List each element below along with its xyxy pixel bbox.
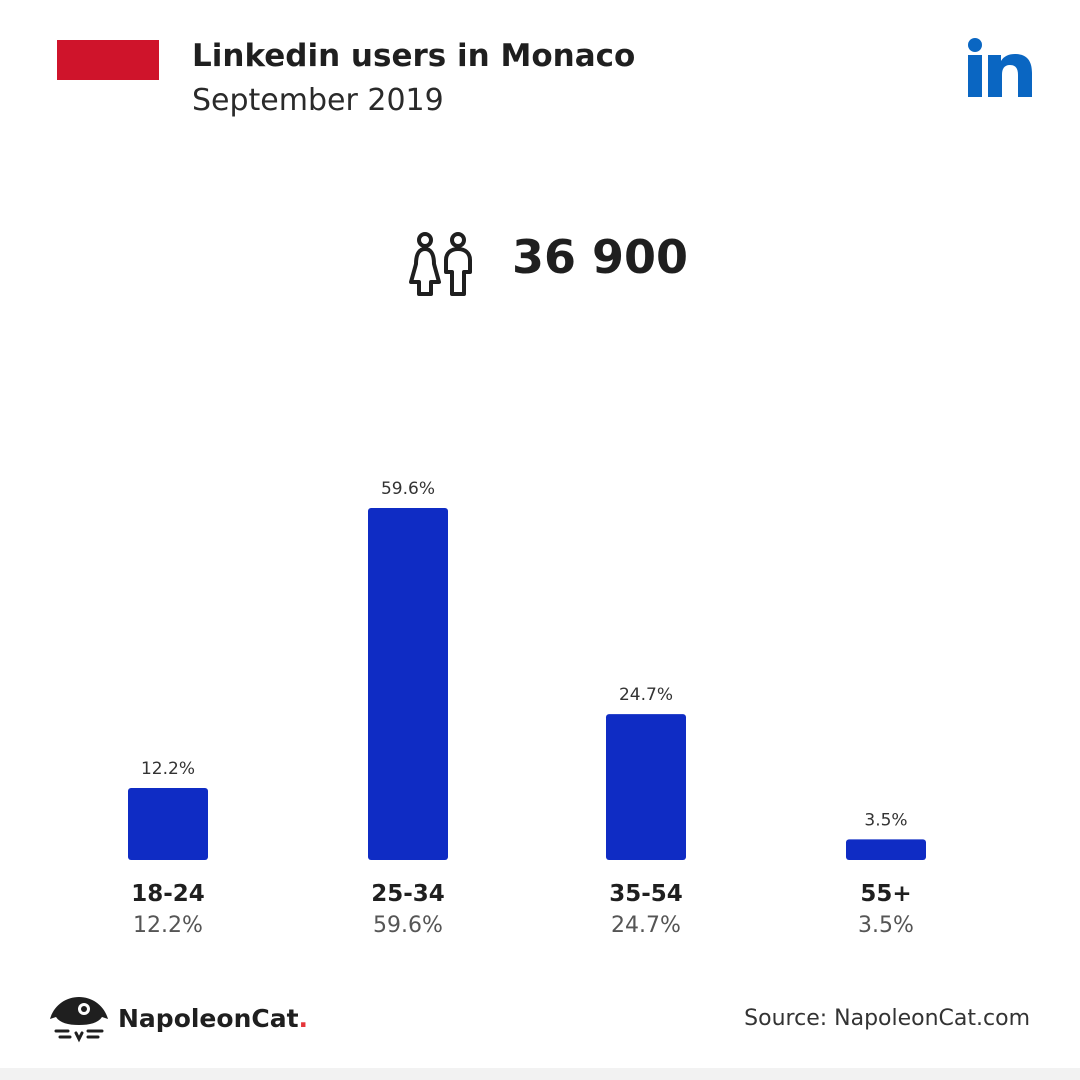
page-title: Linkedin users in Monaco — [192, 38, 636, 74]
monaco-flag — [57, 40, 159, 120]
bar-value-label: 24.7% — [619, 685, 673, 705]
bar-value-label: 12.2% — [141, 759, 195, 779]
flag-red-stripe — [57, 40, 159, 80]
brand-name: NapoleonCat. — [118, 1004, 308, 1033]
total-users: 36 900 — [512, 230, 689, 284]
flag-white-stripe — [57, 80, 159, 120]
category-label: 18-24 — [131, 881, 205, 907]
bar-55+ — [846, 839, 926, 860]
brand-dot: . — [298, 1004, 309, 1033]
category-percent-label: 3.5% — [858, 913, 914, 938]
bottom-strip — [0, 1068, 1080, 1080]
bar-25-34 — [368, 508, 448, 860]
people-icon — [409, 232, 472, 296]
brand-name-text: NapoleonCat — [118, 1004, 299, 1033]
page-subtitle: September 2019 — [192, 83, 444, 118]
category-percent-label: 24.7% — [611, 913, 681, 938]
napoleoncat-logo-icon — [50, 997, 108, 1043]
category-label: 35-54 — [609, 881, 683, 907]
category-label: 55+ — [860, 881, 911, 907]
category-percent-label: 59.6% — [373, 913, 443, 938]
bar-35-54 — [606, 714, 686, 860]
linkedin-icon — [968, 38, 1032, 97]
bar-18-24 — [128, 787, 208, 860]
category-percent-label: 12.2% — [133, 913, 203, 938]
bar-value-label: 3.5% — [864, 810, 907, 830]
source-credit: Source: NapoleonCat.com — [744, 1006, 1030, 1031]
bar-value-label: 59.6% — [381, 479, 435, 499]
category-label: 25-34 — [371, 881, 445, 907]
